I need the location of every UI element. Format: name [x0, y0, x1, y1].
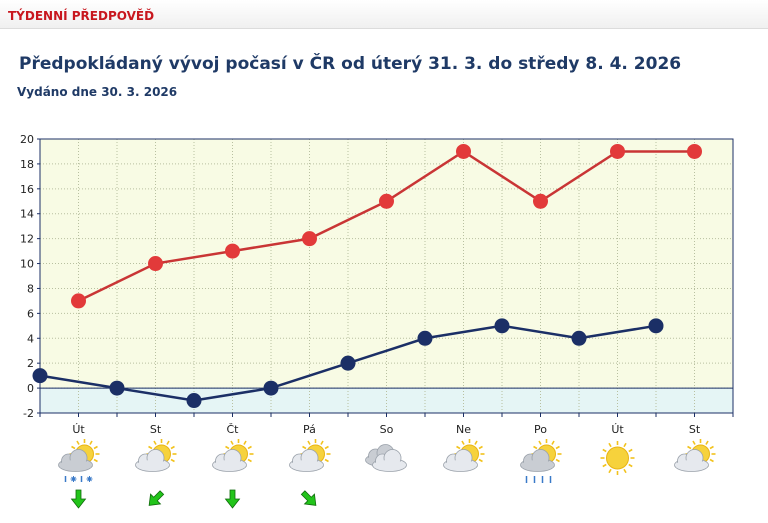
y-axis: -2 0 2 4 6 8 10 12 14 16 18 20 [20, 133, 734, 420]
wind-arrow-down-right-icon [300, 490, 317, 506]
day-label: Út [611, 423, 624, 436]
y-tick-label: -2 [23, 407, 34, 420]
y-tick-label: 14 [20, 208, 34, 221]
y-tick-label: 20 [20, 133, 34, 146]
issue-date: Vydáno dne 30. 3. 2026 [17, 85, 178, 99]
data-point-max [687, 143, 702, 159]
day-label: Po [534, 423, 547, 436]
data-point-min [109, 380, 125, 396]
y-tick-label: 18 [20, 158, 34, 171]
wind-arrow-down-left-icon [148, 490, 165, 506]
day-label: Ne [456, 423, 471, 436]
y-tick-label: 8 [27, 282, 34, 295]
partly-cloudy-icon [212, 439, 254, 472]
day-label: St [689, 423, 701, 436]
plot-area [39, 138, 734, 414]
data-point-max [456, 143, 471, 159]
partly-cloudy-icon [289, 439, 331, 472]
cloud-rain-icon [520, 439, 562, 483]
data-point-max [71, 293, 86, 309]
y-tick-label: 2 [27, 357, 34, 370]
data-point-min [494, 318, 510, 334]
y-tick-label: 6 [27, 307, 34, 320]
series-layer [32, 143, 702, 409]
y-tick-label: 0 [27, 382, 34, 395]
data-point-max [379, 193, 394, 209]
y-tick-label: 4 [27, 332, 34, 345]
data-point-max [148, 256, 163, 272]
wind-arrow-down-icon [224, 489, 241, 509]
day-label: St [150, 423, 162, 436]
y-tick-label: 10 [20, 258, 34, 271]
data-point-min [186, 393, 202, 409]
data-point-min [417, 330, 433, 346]
day-label: Čt [227, 423, 240, 436]
day-label: Pá [303, 423, 316, 436]
day-label: So [380, 423, 394, 436]
sun-icon [600, 441, 635, 475]
data-point-max [533, 193, 548, 209]
plot-background [40, 139, 733, 413]
y-tick-label: 12 [20, 233, 34, 246]
cloud-snow-icon [58, 439, 100, 482]
top-bar: TÝDENNÍ PŘEDPOVĚĎ [0, 0, 768, 29]
forecast-heading: Předpokládaný vývoj počasí v ČR od úterý… [19, 54, 682, 74]
y-tick-label: 16 [20, 183, 34, 196]
weather-icons [58, 439, 716, 483]
day-label: Út [72, 423, 85, 436]
data-point-min [340, 355, 356, 371]
partly-cloudy-icon [443, 439, 485, 472]
data-point-max [302, 231, 317, 247]
temperature-chart: -2 0 2 4 6 8 10 12 14 16 18 20 Út St Čt Pá So Ne Po Út St [20, 133, 734, 509]
data-point-max [610, 143, 625, 159]
cloudy-icon [365, 444, 407, 472]
data-point-max [225, 243, 240, 259]
data-point-min [571, 330, 587, 346]
partly-cloudy-icon [135, 439, 177, 472]
data-point-min [263, 380, 279, 396]
wind-arrow-down-icon [70, 489, 87, 509]
page-section-title: TÝDENNÍ PŘEDPOVĚĎ [8, 9, 155, 23]
partly-cloudy-icon [674, 439, 716, 472]
data-point-min [32, 368, 48, 384]
day-labels: Út St Čt Pá So Ne Po Út St [72, 423, 701, 436]
wind-arrows [70, 489, 317, 509]
data-point-min [648, 318, 664, 334]
